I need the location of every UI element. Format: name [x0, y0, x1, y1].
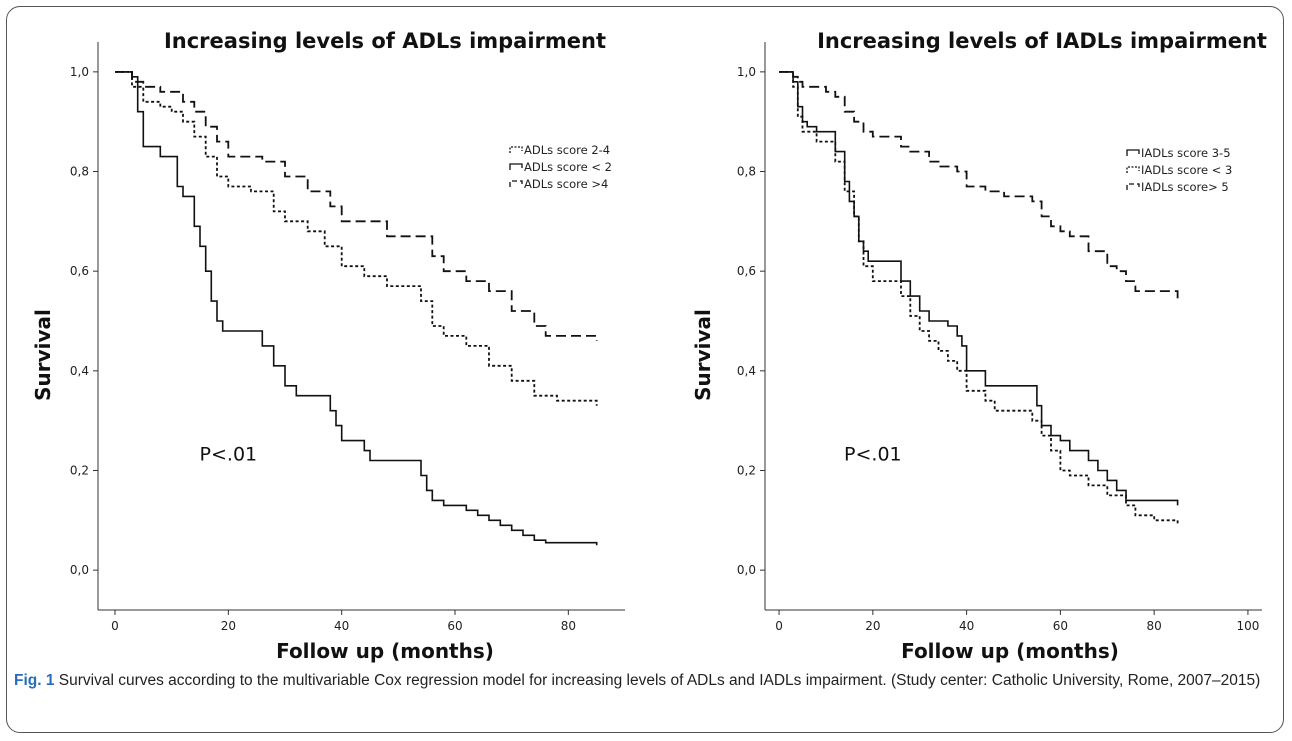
series-line: [115, 71, 598, 546]
series-line: [779, 71, 1179, 526]
x-tick-label: 80: [561, 619, 576, 633]
series-line: [779, 71, 1179, 302]
y-tick-label: 0,4: [70, 364, 89, 378]
y-tick-label: 1,0: [737, 65, 756, 79]
series-line: [115, 71, 598, 341]
y-tick-label: 0,2: [70, 463, 89, 477]
x-tick-label: 20: [865, 619, 880, 633]
legend-entry: ADLs score 2-4: [524, 143, 610, 157]
x-tick-label: 60: [1053, 619, 1068, 633]
y-axis-label: Survival: [691, 309, 715, 401]
chart-title: Increasing levels of ADLs impairment: [164, 29, 606, 53]
y-tick-label: 0,8: [70, 165, 89, 179]
x-axis-label: Follow up (months): [901, 639, 1119, 663]
figure-caption-text: Survival curves according to the multiva…: [54, 672, 1261, 689]
x-tick-label: 20: [221, 619, 236, 633]
iadls-chart: Increasing levels of IADLs impairment 0,0…: [691, 29, 1267, 663]
x-axis-label: Follow up (months): [276, 639, 494, 663]
legend-swatch: [1126, 166, 1140, 173]
y-tick-label: 1,0: [70, 65, 89, 79]
x-tick-label: 60: [447, 619, 462, 633]
y-axis-label: Survival: [31, 309, 55, 401]
chart-title: Increasing levels of IADLs impairment: [817, 29, 1267, 53]
y-tick-label: 0,6: [70, 264, 89, 278]
legend-entry: IADLs score < 3: [1141, 163, 1232, 177]
x-tick-label: 0: [111, 619, 119, 633]
legend-swatch: [509, 146, 523, 153]
y-tick-label: 0,0: [737, 563, 756, 577]
legend-entry: IADLs score 3-5: [1141, 146, 1231, 160]
x-tick-label: 40: [959, 619, 974, 633]
legend-entry: ADLs score >4: [524, 177, 608, 191]
legend-swatch: [1126, 183, 1140, 190]
adls-chart: Increasing levels of ADLs impairment 0,0 0…: [31, 29, 625, 663]
figure-frame: [6, 6, 1284, 733]
y-tick-label: 0,0: [70, 563, 89, 577]
legend-entry: ADLs score < 2: [524, 160, 612, 174]
y-tick-label: 0,6: [737, 264, 756, 278]
y-tick-label: 0,2: [737, 463, 756, 477]
p-value-annotation: P<.01: [844, 444, 902, 466]
figure-caption: Fig. 1 Survival curves according to the …: [14, 670, 1276, 692]
series-line: [115, 71, 598, 406]
y-tick-label: 0,8: [737, 165, 756, 179]
chart-legend: ADLs score 2-4 ADLs score < 2 ADLs score >…: [509, 143, 612, 191]
series-line: [779, 71, 1179, 506]
chart-legend: IADLs score 3-5 IADLs score < 3 IADLs scor…: [1126, 146, 1232, 194]
x-tick-label: 0: [775, 619, 783, 633]
legend-entry: IADLs score> 5: [1141, 180, 1229, 194]
x-tick-label: 40: [334, 619, 349, 633]
x-tick-label: 100: [1236, 619, 1259, 633]
legend-swatch: [509, 163, 523, 170]
x-tick-label: 80: [1147, 619, 1162, 633]
legend-swatch: [1126, 149, 1140, 156]
y-tick-label: 0,4: [737, 364, 756, 378]
legend-swatch: [509, 180, 523, 187]
figure-label: Fig. 1: [14, 672, 55, 689]
p-value-annotation: P<.01: [200, 444, 258, 466]
